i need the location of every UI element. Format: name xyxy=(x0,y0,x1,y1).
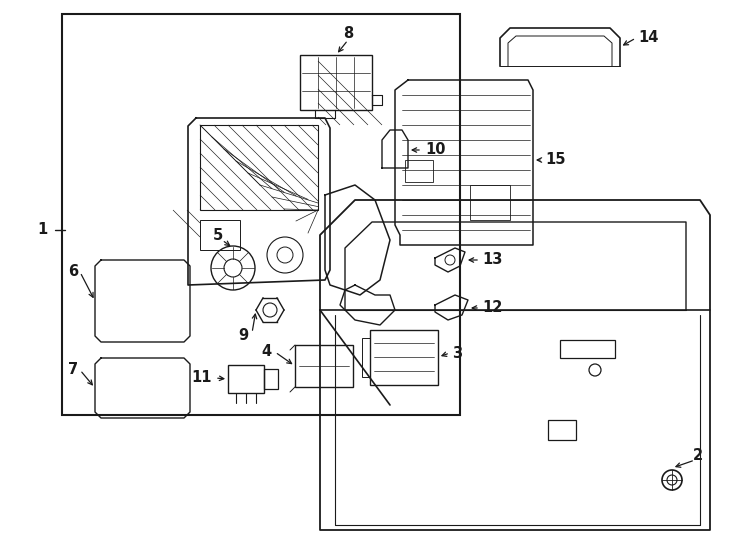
Text: 2: 2 xyxy=(693,449,703,463)
Bar xyxy=(200,220,240,250)
Text: 10: 10 xyxy=(425,143,446,158)
Bar xyxy=(362,338,370,377)
Bar xyxy=(470,185,510,220)
Text: 3: 3 xyxy=(452,346,462,361)
Text: 13: 13 xyxy=(482,253,502,267)
Text: 15: 15 xyxy=(545,152,565,167)
Text: 9: 9 xyxy=(238,327,248,342)
Text: 1: 1 xyxy=(37,222,47,238)
Text: 4: 4 xyxy=(262,345,272,360)
Text: 7: 7 xyxy=(68,362,78,377)
Bar xyxy=(300,55,372,110)
Bar xyxy=(200,125,318,210)
Text: 11: 11 xyxy=(192,370,212,386)
Bar xyxy=(228,365,264,393)
Bar xyxy=(62,14,460,415)
Bar xyxy=(264,369,278,389)
Text: 6: 6 xyxy=(68,265,78,280)
Text: 14: 14 xyxy=(638,30,658,45)
Text: 5: 5 xyxy=(213,227,223,242)
Bar xyxy=(548,420,576,440)
Bar xyxy=(560,340,615,358)
Bar xyxy=(405,160,433,182)
Bar xyxy=(370,330,438,385)
Text: 12: 12 xyxy=(482,300,502,315)
Bar xyxy=(295,345,353,387)
Text: 8: 8 xyxy=(343,26,353,42)
